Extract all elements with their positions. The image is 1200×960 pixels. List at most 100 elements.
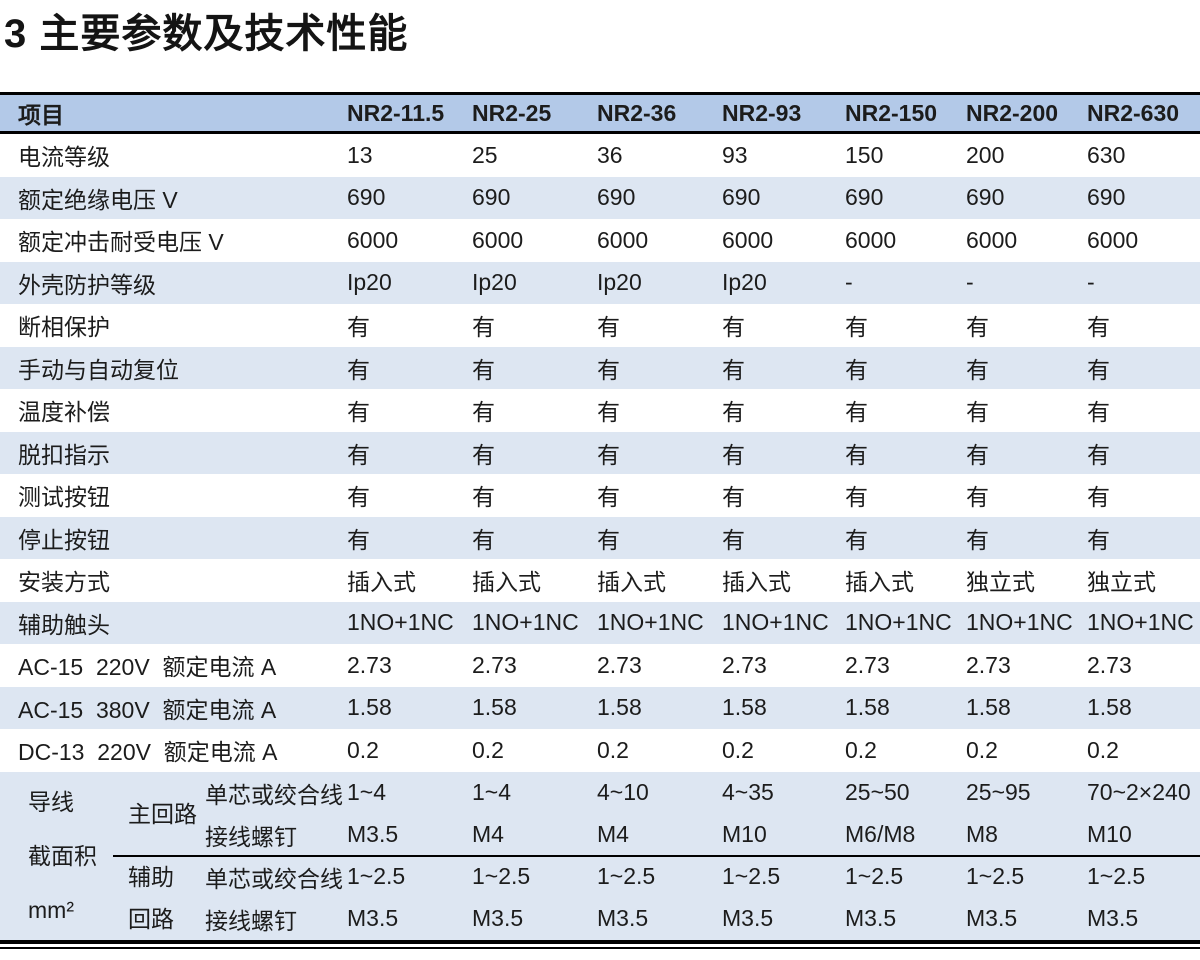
row-label: AC-15 220V 额定电流 A (18, 654, 277, 681)
row-value: 1.58 (966, 694, 1011, 721)
row-value: 1.58 (722, 694, 767, 721)
header-cell-model: NR2-11.5 (347, 99, 445, 126)
row-value: 有 (966, 441, 989, 468)
bottom-border-gap (0, 943, 1200, 947)
row-value: 0.2 (472, 736, 504, 763)
row-value: 有 (1087, 356, 1110, 383)
row-value: 6000 (722, 226, 774, 253)
row-value: 200 (966, 141, 1005, 168)
wire-row-label: 单芯或绞合线 (205, 781, 343, 808)
wire-row-label: 接线螺钉 (205, 907, 297, 934)
row-value: 有 (1087, 526, 1110, 553)
wire-row-value: 1~4 (472, 779, 512, 805)
row-value: 有 (722, 356, 745, 383)
row-value: 0.2 (1087, 736, 1119, 763)
table-row: DC-13 220V 额定电流 A 0.2 0.2 0.2 0.2 0.2 0.2 0.2 (0, 729, 1200, 772)
wire-label-line: 导线 (28, 788, 74, 815)
row-value: 6000 (597, 226, 649, 253)
table-row: 脱扣指示 有 有 有 有 有 有 有 (0, 431, 1200, 474)
table-row: 额定冲击耐受电压 V 6000 6000 6000 6000 6000 6000 6000 (0, 219, 1200, 262)
row-value: 有 (845, 356, 868, 383)
row-value: 1.58 (845, 694, 890, 721)
row-value: 有 (472, 484, 495, 511)
row-value: 插入式 (472, 569, 541, 596)
wire-row-value: M3.5 (845, 905, 897, 931)
row-value: 1.58 (597, 694, 642, 721)
row-label: 断相保护 (18, 314, 110, 341)
row-value: 690 (845, 184, 884, 211)
row-value: 有 (472, 441, 495, 468)
row-value: 1NO+1NC (722, 609, 829, 636)
row-label: 电流等级 (18, 144, 110, 171)
row-value: 有 (722, 484, 745, 511)
row-value: 1NO+1NC (597, 609, 704, 636)
row-value: 有 (966, 484, 989, 511)
row-value: 36 (597, 141, 623, 168)
row-value: 有 (347, 314, 370, 341)
row-value: 0.2 (966, 736, 998, 763)
row-label: AC-15 380V 额定电流 A (18, 696, 277, 723)
row-value: 有 (597, 314, 620, 341)
row-value: 插入式 (722, 569, 791, 596)
row-value: 有 (845, 314, 868, 341)
wire-row-value: 4~35 (722, 779, 774, 805)
wire-label-line: mm² (28, 896, 74, 923)
wire-row-value: M3.5 (347, 905, 399, 931)
row-label: 停止按钮 (18, 526, 110, 553)
wire-group-name-line: 主回路 (128, 800, 197, 827)
row-value: 2.73 (722, 651, 767, 678)
row-value: 有 (1087, 484, 1110, 511)
wire-row-value: M3.5 (347, 821, 399, 847)
row-value: 690 (966, 184, 1005, 211)
row-label: DC-13 220V 额定电流 A (18, 739, 278, 766)
row-value: - (845, 269, 853, 296)
row-value: 有 (597, 356, 620, 383)
wire-row-value: M4 (597, 821, 629, 847)
wire-row-value: 70~2×240 (1087, 779, 1191, 805)
row-value: 有 (722, 314, 745, 341)
row-value: 1NO+1NC (347, 609, 454, 636)
row-value: 0.2 (845, 736, 877, 763)
row-value: 2.73 (845, 651, 890, 678)
row-value: 有 (966, 526, 989, 553)
row-value: 有 (722, 399, 745, 426)
row-value: 6000 (1087, 226, 1139, 253)
table-row: 电流等级 13 25 36 93 150 200 630 (0, 134, 1200, 177)
row-value: 有 (472, 399, 495, 426)
row-label: 手动与自动复位 (18, 356, 179, 383)
row-value: 690 (722, 184, 761, 211)
table-row: 外壳防护等级 Ip20 Ip20 Ip20 Ip20 - - - (0, 261, 1200, 304)
table-row: 测试按钮 有 有 有 有 有 有 有 (0, 474, 1200, 517)
table-row: AC-15 380V 额定电流 A 1.58 1.58 1.58 1.58 1.58 1.5… (0, 686, 1200, 729)
row-value: 有 (472, 526, 495, 553)
wire-row-value: 1~2.5 (966, 863, 1025, 889)
header-cell-model: NR2-630 (1087, 99, 1180, 126)
row-value: 6000 (845, 226, 897, 253)
row-value: 有 (347, 441, 370, 468)
row-value: 有 (845, 526, 868, 553)
row-value: 1.58 (472, 694, 517, 721)
row-value: 2.73 (347, 651, 392, 678)
row-value: 有 (966, 356, 989, 383)
row-value: 1NO+1NC (845, 609, 952, 636)
row-value: 1NO+1NC (1087, 609, 1194, 636)
row-value: 25 (472, 141, 498, 168)
row-value: 有 (597, 441, 620, 468)
row-value: 有 (1087, 314, 1110, 341)
wire-group-aux-circuit-label: 辅助 回路 (118, 856, 205, 940)
row-value: 1NO+1NC (966, 609, 1073, 636)
page-title: 3 主要参数及技术性能 (4, 12, 409, 56)
wire-group-name-line: 回路 (128, 905, 174, 932)
row-value: - (966, 269, 974, 296)
wire-row-value: 1~4 (347, 779, 387, 805)
wire-row-value: M8 (966, 821, 998, 847)
row-value: 有 (1087, 399, 1110, 426)
row-value: 有 (347, 526, 370, 553)
row-value: 有 (966, 314, 989, 341)
row-value: 1NO+1NC (472, 609, 579, 636)
header-cell-model: NR2-93 (722, 99, 802, 126)
row-value: - (1087, 269, 1095, 296)
row-label: 外壳防护等级 (18, 271, 156, 298)
row-value: 2.73 (1087, 651, 1132, 678)
header-cell-model: NR2-150 (845, 99, 938, 126)
